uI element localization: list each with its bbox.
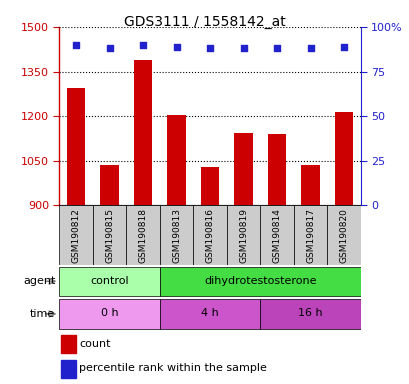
Bar [67,88,85,205]
Bar [193,205,226,265]
Text: time: time [30,309,55,319]
Text: GSM190818: GSM190818 [138,208,147,263]
Point [207,45,213,51]
Text: GSM190816: GSM190816 [205,208,214,263]
Text: GSM190814: GSM190814 [272,208,281,263]
Bar [160,299,260,329]
Bar [260,205,293,265]
Bar [301,165,319,205]
Point [273,45,280,51]
Bar [334,112,353,205]
Bar [200,167,219,205]
Text: agent: agent [23,276,55,286]
Point [173,43,180,50]
Text: GSM190812: GSM190812 [72,208,81,263]
Point [340,43,346,50]
Bar [234,132,252,205]
Text: count: count [79,339,110,349]
Text: GDS3111 / 1558142_at: GDS3111 / 1558142_at [124,15,285,29]
Bar [61,360,76,378]
Bar [59,299,160,329]
Bar [160,205,193,265]
Text: 16 h: 16 h [297,308,322,318]
Bar [59,205,93,265]
Text: dihydrotestosterone: dihydrotestosterone [204,276,316,286]
Bar [260,299,360,329]
Bar [160,266,360,296]
Text: GSM190813: GSM190813 [172,208,181,263]
Point [307,45,313,51]
Text: control: control [90,276,129,286]
Bar [59,266,160,296]
Bar [226,205,260,265]
Point [106,45,113,51]
Bar [126,205,160,265]
Text: GSM190817: GSM190817 [306,208,314,263]
Bar [267,134,285,205]
Bar [167,115,185,205]
Bar [134,60,152,205]
Point [240,45,246,51]
Text: GSM190815: GSM190815 [105,208,114,263]
Bar [100,165,119,205]
Point [73,41,79,48]
Text: GSM190820: GSM190820 [339,208,348,263]
Text: GSM190819: GSM190819 [238,208,247,263]
Text: 4 h: 4 h [201,308,218,318]
Bar [61,335,76,353]
Text: percentile rank within the sample: percentile rank within the sample [79,362,266,373]
Point [139,41,146,48]
Bar [293,205,326,265]
Bar [326,205,360,265]
Text: 0 h: 0 h [101,308,118,318]
Bar [93,205,126,265]
